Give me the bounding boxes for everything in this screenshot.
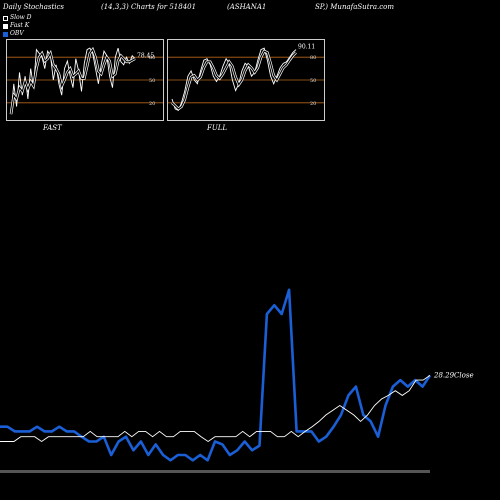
chart-title-left: Daily Stochastics [3, 3, 65, 11]
legend-label: Fast K [10, 22, 30, 29]
fast-stochastic-chart: 80 50 20 78.45 [7, 46, 163, 115]
legend-label: OBV [10, 30, 24, 37]
level-label-20: 20 [310, 101, 316, 107]
chart-title-site: SP,) MunafaSutra.com [315, 3, 395, 11]
obv-swatch [3, 31, 8, 37]
level-label-20: 20 [149, 101, 155, 107]
chart-title-symbol: (ASHANA1 [227, 3, 267, 11]
level-label-50: 50 [149, 78, 155, 84]
level-label-80: 80 [310, 55, 316, 61]
last-value-label: 90.11 [298, 44, 315, 51]
close-last-label: 28.29Close [433, 371, 474, 379]
fast-k-swatch [3, 23, 8, 29]
chart-title-params: (14,3,3) Charts for 518401 [101, 3, 197, 11]
slow-d-swatch [3, 15, 8, 21]
slow-d-line [10, 48, 136, 115]
legend-item-slow-d: Slow D [3, 14, 32, 22]
bottom-axis-bar [0, 470, 430, 473]
fast-panel-label: FAST [43, 124, 62, 132]
level-label-50: 50 [310, 78, 316, 84]
close-line [0, 375, 431, 443]
slow-d-line [171, 50, 297, 110]
fast-panel: 80 50 20 78.45 [6, 39, 164, 121]
obv-line [0, 288, 432, 462]
full-stochastic-chart: 80 50 20 90.11 [168, 44, 324, 112]
legend-item-obv: OBV [3, 30, 32, 38]
legend-label: Slow D [10, 14, 32, 21]
full-panel: 80 50 20 90.11 [167, 39, 325, 121]
last-value-label: 78.45 [137, 53, 154, 60]
fast-k-line [10, 47, 136, 115]
legend: Slow D Fast K OBV [3, 14, 32, 38]
legend-item-fast-k: Fast K [3, 22, 32, 30]
full-panel-label: FULL [207, 124, 228, 132]
level-label-80: 80 [149, 55, 155, 61]
